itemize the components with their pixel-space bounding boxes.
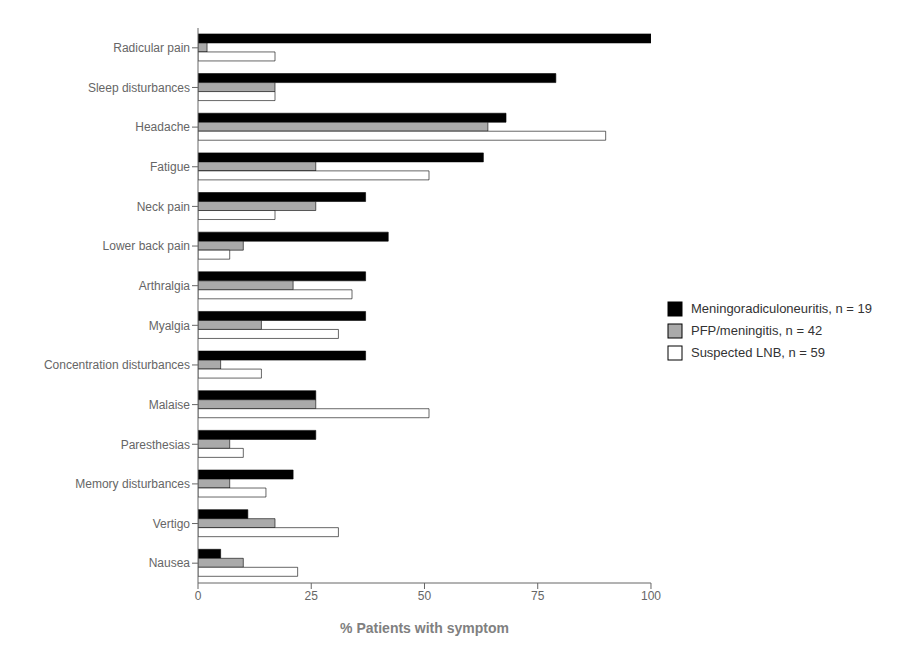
svg-text:50: 50 [418,589,432,603]
svg-text:Sleep disturbances: Sleep disturbances [88,81,190,95]
svg-text:25: 25 [305,589,319,603]
svg-text:75: 75 [531,589,545,603]
html-text:Suspected LNB, n = 59: Suspected LNB, n = 59 [691,345,825,360]
html-text:PFP/meningitis, n = 42: PFP/meningitis, n = 42 [691,323,823,338]
svg-text:Headache: Headache [135,120,190,134]
svg-text:100: 100 [641,589,661,603]
svg-text:Arthralgia: Arthralgia [139,279,191,293]
svg-text:Radicular pain: Radicular pain [113,41,190,55]
svg-text:Vertigo: Vertigo [153,517,191,531]
svg-text:Paresthesias: Paresthesias [121,438,190,452]
svg-text:0: 0 [195,589,202,603]
svg-text:Concentration disturbances: Concentration disturbances [44,358,190,372]
svg-text:Neck pain: Neck pain [137,200,190,214]
svg-text:Memory disturbances: Memory disturbances [75,477,190,491]
svg-text:Myalgia: Myalgia [149,319,191,333]
svg-text:Lower back pain: Lower back pain [103,239,190,253]
svg-text:Malaise: Malaise [149,398,191,412]
html-text:Meningoradiculoneuritis, n = 1: Meningoradiculoneuritis, n = 19 [691,301,872,316]
svg-text:% Patients with symptom: % Patients with symptom [340,620,509,636]
svg-text:Fatigue: Fatigue [150,160,190,174]
svg-text:Nausea: Nausea [149,556,191,570]
